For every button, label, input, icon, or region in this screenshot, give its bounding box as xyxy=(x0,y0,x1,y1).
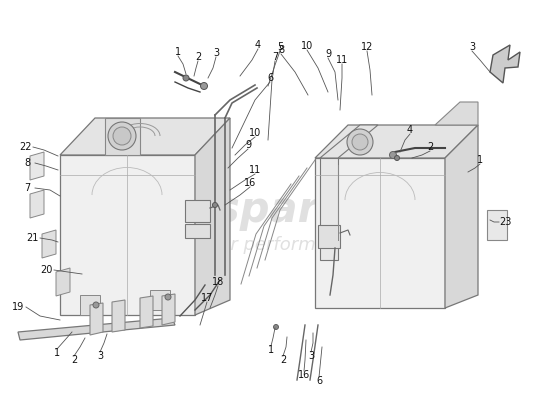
Polygon shape xyxy=(195,118,230,315)
Text: 3: 3 xyxy=(213,48,219,58)
Text: 8: 8 xyxy=(24,158,30,168)
Circle shape xyxy=(113,127,131,145)
Polygon shape xyxy=(140,296,153,328)
Polygon shape xyxy=(435,102,478,125)
Circle shape xyxy=(165,294,171,300)
Polygon shape xyxy=(105,118,140,155)
Polygon shape xyxy=(185,224,210,238)
Circle shape xyxy=(394,156,399,160)
Circle shape xyxy=(347,129,373,155)
Text: 19: 19 xyxy=(12,302,24,312)
Polygon shape xyxy=(90,303,103,335)
Text: 4: 4 xyxy=(407,125,413,135)
Circle shape xyxy=(201,82,207,90)
Polygon shape xyxy=(320,158,338,260)
Text: 7: 7 xyxy=(24,183,30,193)
Circle shape xyxy=(93,302,99,308)
Polygon shape xyxy=(60,155,195,315)
Text: 3: 3 xyxy=(97,351,103,361)
Polygon shape xyxy=(30,152,44,180)
Text: 9: 9 xyxy=(325,49,331,59)
Circle shape xyxy=(183,75,189,81)
Text: 21: 21 xyxy=(26,233,38,243)
Text: 23: 23 xyxy=(499,217,511,227)
Text: 7: 7 xyxy=(272,52,278,62)
Text: 1: 1 xyxy=(54,348,60,358)
Circle shape xyxy=(108,122,136,150)
Text: 3: 3 xyxy=(469,42,475,52)
Polygon shape xyxy=(80,295,100,315)
Polygon shape xyxy=(150,290,170,310)
Text: 10: 10 xyxy=(301,41,313,51)
Text: 1: 1 xyxy=(175,47,181,57)
Polygon shape xyxy=(318,225,340,248)
Polygon shape xyxy=(112,300,125,332)
Polygon shape xyxy=(315,158,445,308)
Polygon shape xyxy=(320,125,378,158)
Text: 16: 16 xyxy=(244,178,256,188)
Polygon shape xyxy=(30,190,44,218)
Polygon shape xyxy=(162,294,175,325)
Polygon shape xyxy=(185,200,210,222)
Text: 8: 8 xyxy=(278,45,284,55)
Text: 2: 2 xyxy=(280,355,286,365)
Polygon shape xyxy=(42,230,56,258)
Circle shape xyxy=(212,202,217,208)
Text: 1: 1 xyxy=(477,155,483,165)
Circle shape xyxy=(273,324,278,330)
Text: 16: 16 xyxy=(298,370,310,380)
Polygon shape xyxy=(315,125,478,158)
Circle shape xyxy=(389,152,397,158)
Text: 5: 5 xyxy=(277,42,283,52)
Text: 4: 4 xyxy=(255,40,261,50)
Text: 6: 6 xyxy=(267,73,273,83)
Text: 11: 11 xyxy=(249,165,261,175)
Text: 9: 9 xyxy=(245,140,251,150)
Text: 2: 2 xyxy=(71,355,77,365)
Text: 17: 17 xyxy=(201,293,213,303)
Polygon shape xyxy=(60,118,230,155)
Text: 1: 1 xyxy=(268,345,274,355)
Text: 22: 22 xyxy=(19,142,31,152)
Text: 11: 11 xyxy=(336,55,348,65)
Text: 12: 12 xyxy=(361,42,373,52)
Text: 2: 2 xyxy=(195,52,201,62)
Polygon shape xyxy=(445,125,478,308)
Circle shape xyxy=(352,134,368,150)
Text: 2: 2 xyxy=(427,142,433,152)
Text: 10: 10 xyxy=(249,128,261,138)
Polygon shape xyxy=(490,45,520,83)
Text: a passion for performance: a passion for performance xyxy=(122,236,359,254)
Polygon shape xyxy=(18,318,175,340)
Text: 18: 18 xyxy=(212,277,224,287)
Text: 6: 6 xyxy=(316,376,322,386)
Polygon shape xyxy=(56,268,70,296)
Polygon shape xyxy=(487,210,507,240)
Text: 20: 20 xyxy=(40,265,52,275)
Text: eurospares: eurospares xyxy=(108,189,372,231)
Text: 3: 3 xyxy=(308,351,314,361)
